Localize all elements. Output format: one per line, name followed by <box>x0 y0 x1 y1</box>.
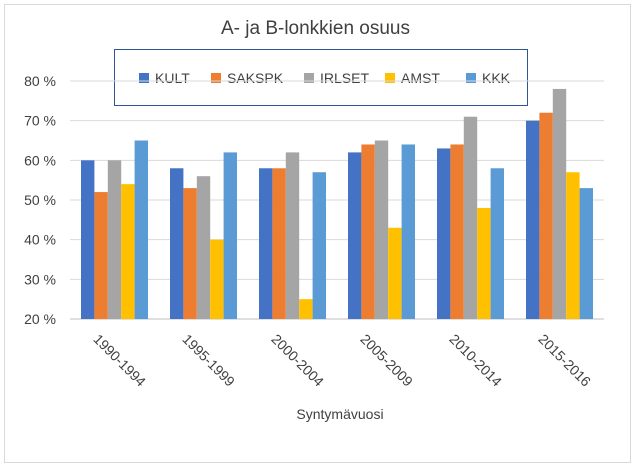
bar-amst-1990-1994 <box>121 184 135 319</box>
bar-sakspk-1995-1999 <box>183 188 197 319</box>
bar-kult-2005-2009 <box>348 152 362 319</box>
legend-swatch <box>385 73 395 83</box>
bar-irlset-2015-2016 <box>552 88 567 319</box>
y-tick-label: 80 % <box>24 73 56 89</box>
bar-kult-2015-2016 <box>526 120 540 320</box>
bar-irlset-2000-2004 <box>285 152 300 319</box>
y-tick-label: 60 % <box>24 152 56 168</box>
legend-item-amst: AMST <box>385 70 440 86</box>
bar-kult-1995-1999 <box>170 168 184 319</box>
bar-amst-2005-2009 <box>388 227 402 319</box>
legend-swatch <box>211 73 221 83</box>
bar-kult-1990-1994 <box>81 160 95 319</box>
y-tick-label: 30 % <box>24 271 56 287</box>
bar-kult-2010-2014 <box>437 148 451 319</box>
bar-amst-2000-2004 <box>299 299 313 319</box>
bar-irlset-1990-1994 <box>107 160 122 319</box>
x-tick-label: 2015-2016 <box>535 331 594 390</box>
x-tick-label: 1995-1999 <box>179 331 238 390</box>
bar-kkk-1995-1999 <box>223 152 237 319</box>
bar-amst-2010-2014 <box>477 207 491 319</box>
legend-item-sakspk: SAKSPK <box>211 70 283 86</box>
legend-item-irlset: IRLSET <box>304 70 369 86</box>
x-tick-label: 2000-2004 <box>268 331 327 390</box>
legend-label: KULT <box>155 70 190 86</box>
y-tick-label: 70 % <box>24 113 56 129</box>
bar-irlset-2005-2009 <box>374 140 389 319</box>
bar-kkk-2010-2014 <box>490 168 504 319</box>
y-tick-label: 20 % <box>24 311 56 327</box>
bar-kkk-2015-2016 <box>579 188 593 319</box>
chart-title: A- ja B-lonkkien osuus <box>220 18 411 39</box>
bar-amst-2015-2016 <box>566 172 580 319</box>
legend-swatch <box>466 73 476 83</box>
bar-kkk-2000-2004 <box>312 172 326 319</box>
legend-label: AMST <box>401 70 440 86</box>
legend-item-kult: KULT <box>139 70 190 86</box>
legend-label: IRLSET <box>320 70 370 86</box>
legend: KULT SAKSPK IRLSET AMST KKK <box>114 49 528 106</box>
x-tick-label: 2005-2009 <box>357 331 416 390</box>
x-tick-label: 2010-2014 <box>446 331 505 390</box>
bar-kkk-2005-2009 <box>401 144 415 319</box>
bar-sakspk-2010-2014 <box>450 144 464 319</box>
x-tick-label: 1990-1994 <box>90 331 149 390</box>
y-tick-label: 40 % <box>24 232 56 248</box>
bar-sakspk-2015-2016 <box>539 112 553 319</box>
x-axis-title: Syntymävuosi <box>296 406 384 422</box>
y-tick-label: 50 % <box>24 192 56 208</box>
bar-sakspk-2000-2004 <box>272 168 286 319</box>
legend-swatch <box>304 73 314 83</box>
legend-item-kkk: KKK <box>466 70 510 86</box>
bar-amst-1995-1999 <box>210 239 224 319</box>
legend-label: SAKSPK <box>227 70 284 86</box>
bar-sakspk-1990-1994 <box>94 192 108 319</box>
bar-kkk-1990-1994 <box>134 140 148 319</box>
bar-irlset-1995-1999 <box>196 176 211 319</box>
bar-kult-2000-2004 <box>259 168 273 319</box>
bar-irlset-2010-2014 <box>463 116 478 319</box>
legend-swatch <box>139 73 149 83</box>
legend-label: KKK <box>482 70 511 86</box>
bar-sakspk-2005-2009 <box>361 144 375 319</box>
